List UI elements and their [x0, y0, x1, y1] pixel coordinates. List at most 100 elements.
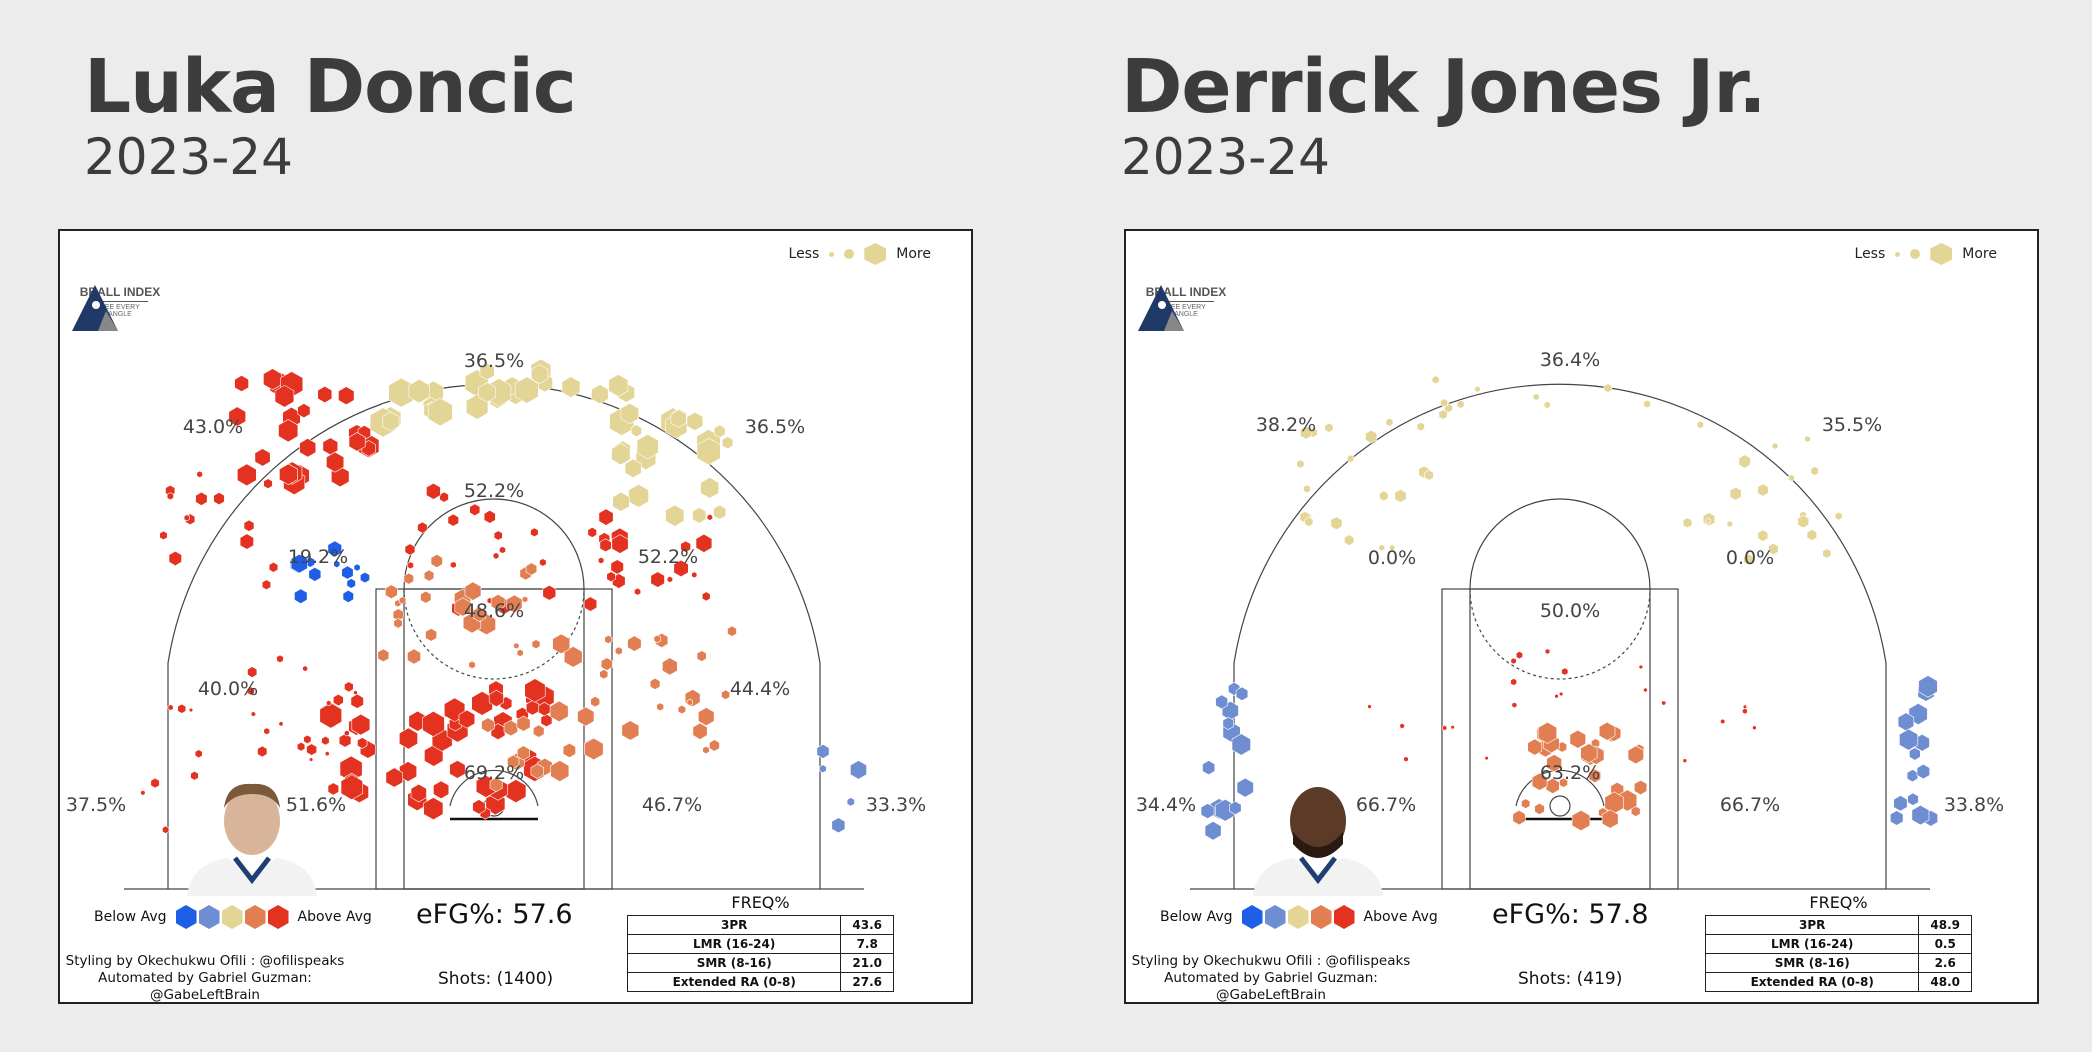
shot-hex: [381, 411, 400, 432]
shot-hex: [338, 386, 355, 406]
zone-fg-label: 34.4%: [1136, 794, 1196, 816]
shot-hex: [1907, 792, 1919, 806]
zone-fg-label: 33.8%: [1944, 794, 2004, 816]
credits-left: Styling by Okechukwu Ofili : @ofilispeak…: [60, 953, 350, 1003]
player-headshot-right: [1243, 776, 1393, 896]
shot-hex: [464, 581, 482, 601]
shot-hex: [332, 693, 344, 707]
shot-hex: [1403, 756, 1409, 763]
shot-hex: [1804, 435, 1811, 443]
shot-hex: [599, 669, 609, 680]
shot-hex: [385, 767, 404, 788]
restricted-area: [449, 769, 539, 807]
shot-hex: [561, 376, 581, 398]
shot-hex: [195, 491, 208, 506]
shot-hex: [634, 587, 642, 596]
shot-hex: [1385, 417, 1394, 427]
free-throw-circle-bottom: [403, 588, 585, 680]
shot-hex: [499, 546, 506, 554]
shot-hex: [1440, 398, 1449, 408]
shot-hex: [420, 590, 432, 604]
shot-hex: [454, 597, 472, 617]
efg-label-right: eFG%: 57.8: [1492, 899, 1649, 930]
shot-hex: [513, 642, 520, 650]
shot-hex: [1215, 694, 1228, 710]
freq-value: 7.8: [840, 934, 894, 954]
shot-hex: [1546, 754, 1562, 773]
shot-hex: [257, 745, 268, 758]
credit-line-2: Automated by Gabriel Guzman: @GabeLeftBr…: [98, 969, 312, 1003]
shot-hex: [279, 463, 298, 486]
freq-table-right: 3PR 48.9 LMR (16-24) 0.5 SMR (8-16) 2.6 Ext…: [1704, 915, 1972, 992]
shot-hex: [1742, 707, 1748, 715]
shot-hex: [166, 492, 174, 501]
shot-hex: [1757, 529, 1769, 542]
shot-hex: [1911, 804, 1930, 826]
legend-below-label: Below Avg: [94, 909, 167, 925]
shot-hex: [1222, 716, 1234, 730]
color-legend: Below Avg Above Avg: [1160, 905, 1438, 929]
shot-hex: [1643, 399, 1651, 409]
shot-hex: [268, 561, 279, 573]
shot-hex: [1438, 409, 1448, 420]
zone-fg-label: 36.5%: [464, 350, 524, 372]
above2-swatch-icon: [267, 905, 289, 929]
shot-hex: [1303, 484, 1311, 494]
shot-hex: [1532, 393, 1540, 401]
player-name-left: Luka Doncic: [84, 44, 577, 130]
shot-hex: [692, 507, 707, 524]
credit-line-2: Automated by Gabriel Guzman: @GabeLeftBr…: [1164, 969, 1378, 1003]
zone-fg-label: 37.5%: [66, 794, 126, 816]
size-legend: Less More: [1855, 243, 1997, 265]
shot-hex: [611, 443, 631, 466]
restricted-area: [1515, 769, 1605, 807]
shot-hex: [326, 451, 345, 473]
shot-hex: [1231, 733, 1251, 756]
freq-zone: SMR (8-16): [1704, 953, 1920, 973]
hexbin-layer: [1200, 375, 1939, 841]
shot-hex: [1300, 425, 1313, 440]
shot-hex: [1906, 769, 1919, 783]
shot-hex: [1521, 798, 1531, 809]
freq-table-left: 3PR 43.6 LMR (16-24) 7.8 SMR (8-16) 21.0 Ex…: [626, 915, 894, 992]
paint-inner: [1469, 588, 1651, 890]
shot-hex: [303, 734, 312, 745]
shot-hex: [359, 571, 370, 584]
shot-hex: [239, 533, 254, 550]
freq-zone: 3PR: [626, 915, 842, 935]
shot-hex: [324, 750, 330, 757]
shot-hex: [816, 744, 830, 759]
table-row: LMR (16-24) 0.5: [1704, 934, 1972, 954]
shot-hex: [1916, 763, 1931, 780]
shot-hex: [1431, 375, 1440, 385]
shot-hex: [306, 743, 318, 756]
shot-hex: [1627, 745, 1644, 765]
shot-hex: [1537, 721, 1558, 744]
shot-hex: [403, 572, 414, 585]
shot-hex: [261, 579, 271, 591]
shot-hex: [430, 554, 443, 568]
freq-value: 2.6: [1918, 953, 1972, 973]
shot-hex: [721, 689, 731, 700]
shot-hex: [680, 540, 691, 553]
shot-hex: [427, 397, 453, 427]
shot-hex: [1893, 795, 1908, 812]
shot-hex: [278, 419, 299, 443]
shot-hex: [1304, 516, 1314, 527]
shot-hex: [1788, 474, 1795, 482]
table-row: Extended RA (0-8) 27.6: [626, 972, 894, 992]
shot-hex: [587, 527, 597, 538]
shot-hex: [1399, 722, 1405, 730]
shot-hex: [550, 760, 570, 782]
shot-hex: [818, 764, 827, 774]
shot-hex: [1834, 511, 1843, 521]
shot-hex: [353, 563, 361, 572]
freq-value: 27.6: [840, 972, 894, 992]
shot-hex: [1705, 517, 1712, 525]
shot-hex: [1389, 544, 1396, 551]
zone-fg-label: 43.0%: [183, 416, 243, 438]
shot-hex: [1571, 809, 1591, 832]
shot-hex: [294, 588, 308, 604]
freq-zone: Extended RA (0-8): [1704, 972, 1920, 992]
shot-hex: [577, 706, 595, 727]
